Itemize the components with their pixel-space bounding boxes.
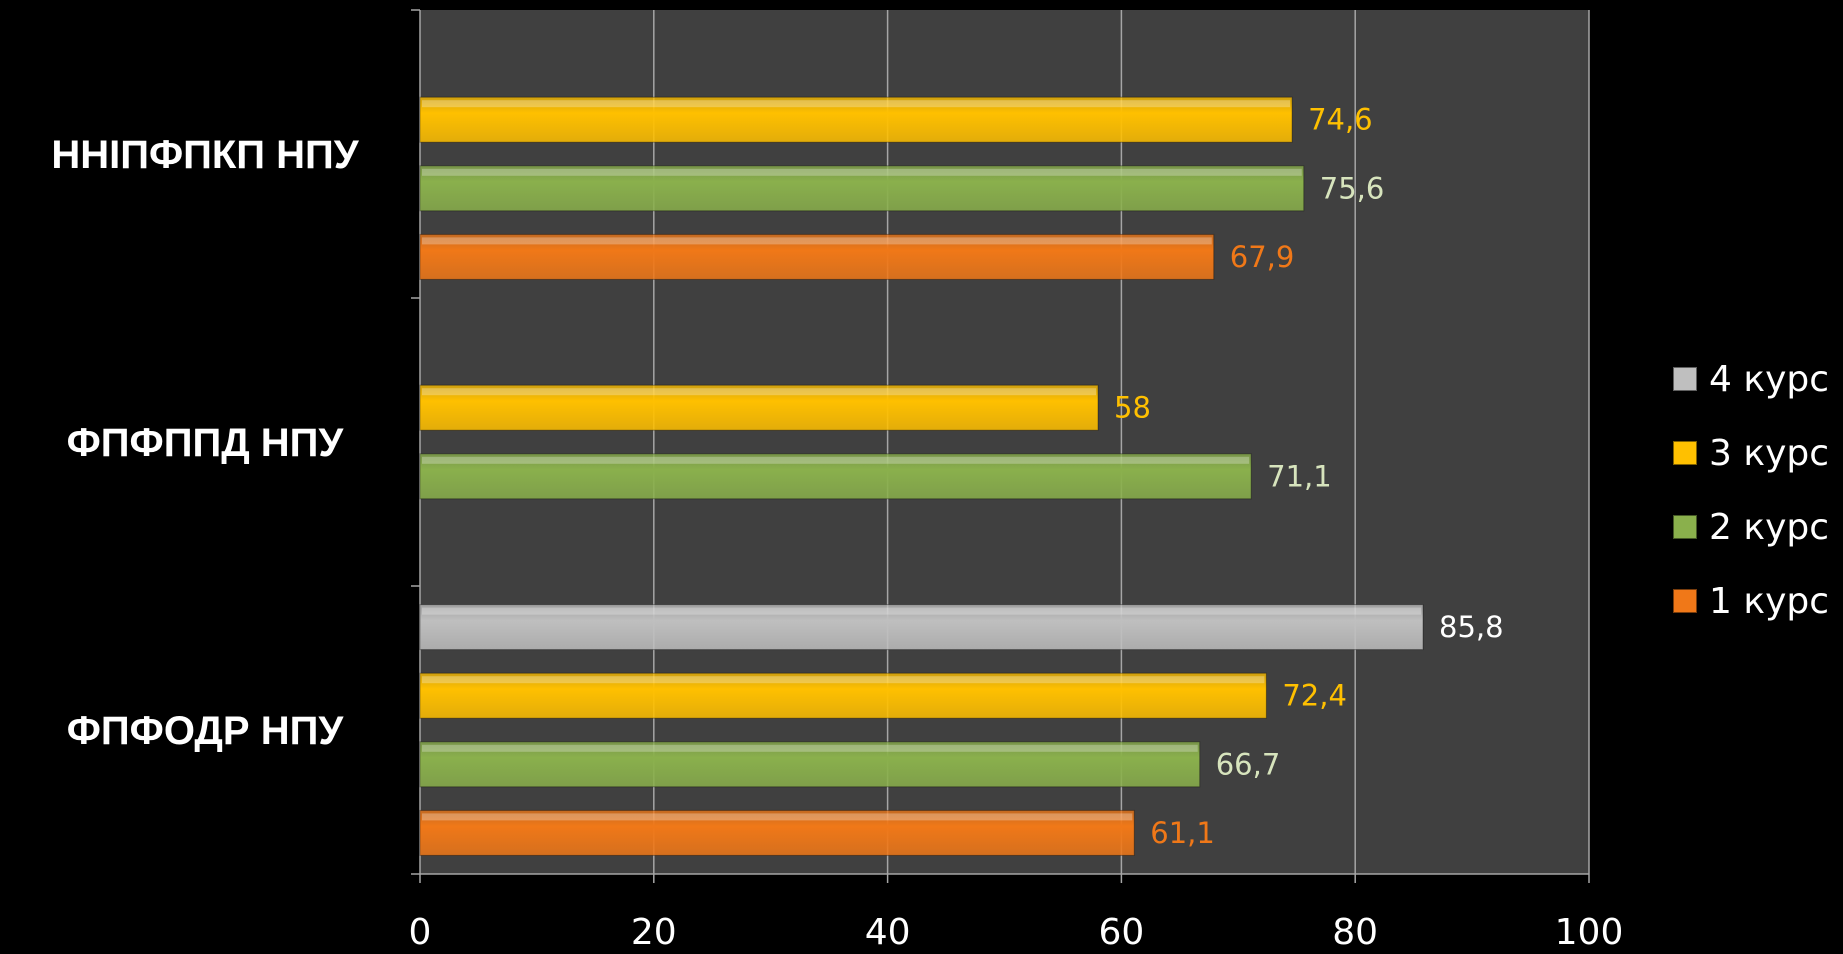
data-label: 58	[1114, 391, 1151, 425]
legend: 4 курс 3 курс 2 курс 1 курс	[1673, 342, 1829, 638]
data-label: 85,8	[1439, 610, 1504, 644]
legend-swatch	[1673, 515, 1697, 539]
legend-label: 1 курс	[1709, 580, 1830, 622]
category-label: ФПФОДР НПУ	[67, 709, 345, 753]
data-label: 75,6	[1320, 171, 1385, 205]
x-tick-label: 60	[1098, 912, 1144, 953]
legend-swatch	[1673, 441, 1697, 465]
category-labels: ННІПФПКП НПУ ФПФППД НПУ ФПФОДР НПУ	[51, 133, 359, 753]
bar-highlight	[422, 744, 1198, 752]
bar	[419, 233, 1215, 280]
axes	[411, 9, 1590, 883]
legend-label: 4 курс	[1709, 358, 1830, 400]
bar-highlight	[422, 456, 1250, 464]
category-label: ННІПФПКП НПУ	[51, 133, 359, 177]
legend-swatch	[1673, 589, 1697, 613]
data-label: 71,1	[1267, 459, 1332, 493]
data-label: 72,4	[1282, 679, 1347, 713]
bar-highlight	[422, 100, 1291, 108]
legend-label: 2 курс	[1709, 506, 1830, 548]
bar-highlight	[422, 813, 1133, 821]
bar	[419, 672, 1267, 719]
x-tick-label: 40	[865, 912, 911, 953]
legend-swatch	[1673, 367, 1697, 391]
bar	[419, 453, 1252, 500]
data-label: 67,9	[1230, 240, 1295, 274]
x-tick-label: 0	[409, 912, 432, 953]
category-label: ФПФППД НПУ	[67, 421, 345, 465]
gridlines	[653, 10, 1590, 874]
bars	[419, 96, 1424, 856]
data-labels: 74,6 75,6 67,9 58 71,1 85,8 72,466,7 61,1	[1114, 103, 1504, 850]
bar	[419, 809, 1135, 856]
legend-item: 3 курс	[1673, 416, 1829, 490]
bar-highlight	[422, 607, 1422, 615]
bar	[419, 604, 1424, 651]
bar-highlight	[422, 237, 1212, 245]
data-label: 61,1	[1150, 816, 1215, 850]
bar	[419, 96, 1293, 143]
legend-label: 3 курс	[1709, 432, 1830, 474]
legend-item: 1 курс	[1673, 564, 1829, 638]
legend-item: 2 курс	[1673, 490, 1829, 564]
data-label: 74,6	[1308, 103, 1373, 137]
legend-item: 4 курс	[1673, 342, 1829, 416]
x-tick-label: 80	[1332, 912, 1378, 953]
plot-area	[420, 10, 1589, 874]
bar	[419, 741, 1201, 788]
bar-highlight	[422, 168, 1302, 176]
bar-highlight	[422, 388, 1097, 396]
data-label: 66,7	[1216, 747, 1281, 781]
bar	[419, 384, 1099, 431]
bar-highlight	[422, 676, 1265, 684]
bar	[419, 165, 1305, 212]
x-tick-label: 20	[631, 912, 677, 953]
x-tick-labels: 0 20 40 60 80 100	[409, 912, 1624, 953]
x-tick-label: 100	[1555, 912, 1624, 953]
